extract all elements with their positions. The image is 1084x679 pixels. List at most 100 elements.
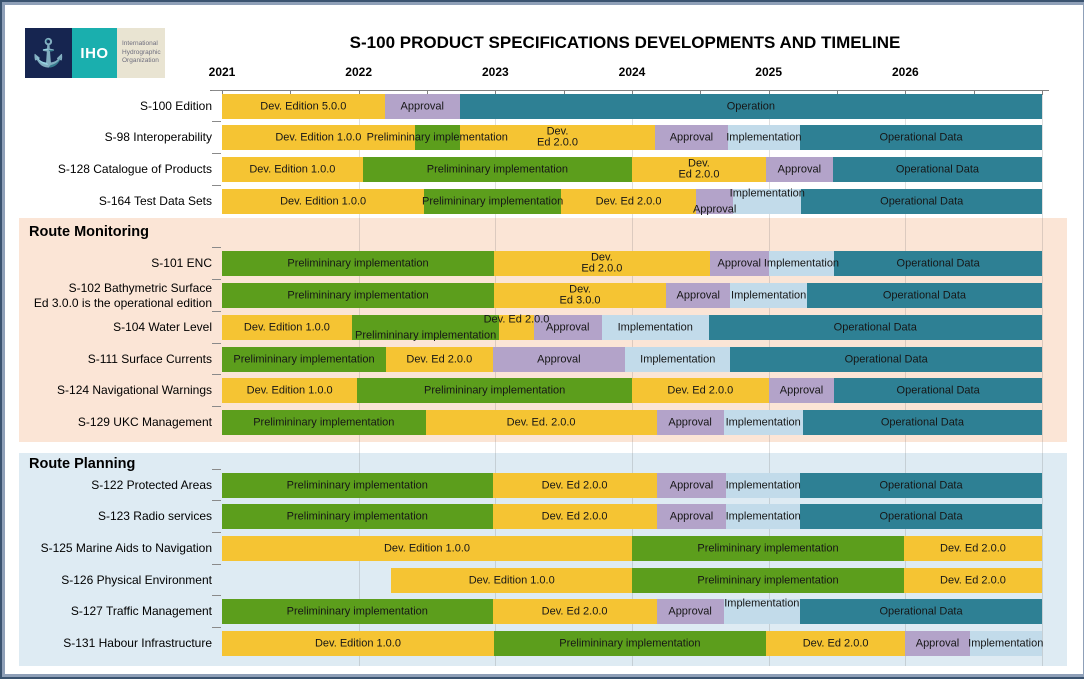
axis-tick (222, 90, 223, 95)
bar-segment-operational: Operational Data (801, 189, 1042, 214)
year-label: 2024 (618, 65, 646, 79)
bar-segment-operational: Operational Data (834, 378, 1042, 403)
bar-segment-preliminary: Prelimininary implementation (222, 410, 426, 435)
bar-segment-label: Operation (726, 99, 776, 112)
bar-segment-label: Prelimininary implementation (559, 636, 701, 649)
bar-segment-label: Operational Data (882, 288, 967, 301)
bar-segment-operational: Operational Data (832, 157, 1042, 182)
bar-segment-label: Prelimininary implementation (366, 130, 508, 143)
row-plot: Prelimininary implementation Dev. Ed 2.0.… (212, 500, 1042, 529)
bar-segment-label: Operational Data (879, 509, 963, 522)
bar-segment-development: Dev. Edition 1.0.0 (222, 536, 632, 561)
bar-segment-development: Dev. Ed 2.0.0 (493, 251, 710, 276)
row-plot: Dev. Edition 5.0.0 Approval Operation (212, 90, 1042, 119)
bar-segment-development: Dev. Ed. 2.0.0 (425, 410, 657, 435)
bar-segment-label: Implementation (729, 186, 805, 199)
bar-segment-label: Approval (669, 478, 714, 491)
bar-segment-label: Prelimininary implementation (286, 604, 428, 617)
bar-segment-label: Approval (668, 604, 712, 617)
bar-segment-label: Dev. Ed 2.0.0 (541, 604, 608, 617)
row-label: S-104 Water Level (19, 311, 212, 344)
row-label: S-101 ENC (19, 247, 212, 280)
bar-segment-label: Dev. Edition 1.0.0 (314, 636, 401, 649)
bar-segment-development: Dev. Ed 2.0.0 (632, 378, 769, 403)
bar-segment-label: Dev. Ed 2.0.0 (541, 509, 608, 522)
bar-segment-label: Dev. Ed 3.0.0 (559, 283, 601, 307)
bar-segment-approval: Approval (709, 251, 769, 276)
section-header: Route Planning (29, 456, 136, 472)
axis-tick (632, 90, 633, 95)
bar-segment-label: Dev. Ed 2.0.0 (483, 312, 550, 325)
bar-segment-label: Implementation (731, 288, 807, 301)
bar-segment-preliminary: Prelimininary implementation (222, 599, 493, 624)
bar-segment-label: Implementation (968, 636, 1044, 649)
bar-segment-development: Dev. Edition 1.0.0 (391, 568, 632, 593)
bar-segment-development: Dev. Ed 2.0.0 (484, 313, 549, 340)
bar-segment-label: Dev. Edition 1.0.0 (243, 320, 330, 333)
row-label-text: S-100 Edition (139, 99, 212, 113)
bar-segment-label: Implementation (725, 415, 801, 428)
bar-segment-preliminary: Prelimininary implementation (222, 251, 494, 276)
row-label: S-122 Protected Areas (19, 469, 212, 502)
bar-segment-development: Dev. Edition 5.0.0 (222, 94, 385, 119)
bar-segment-approval: Approval (384, 94, 460, 119)
bar-segment-label: Prelimininary implementation (286, 509, 428, 522)
row-label: S-98 Interoperability (19, 121, 212, 154)
bar-segment-approval: Approval (656, 410, 724, 435)
row-plot: Prelimininary implementation Dev. Ed 2.0.… (212, 343, 1042, 372)
bar-segment-development: Dev. Edition 1.0.0 (222, 189, 425, 214)
bar-segment-label: Approval (717, 256, 761, 269)
row-label-text: S-102 Bathymetric Surface (68, 280, 212, 295)
bar-segment-label: Approval (915, 636, 960, 649)
bar-segment-development: Dev. Ed 2.0.0 (903, 568, 1042, 593)
bar-segment-label: Dev. Ed 2.0.0 (581, 251, 623, 275)
row-label: S-131 Habour Infrastructure (19, 627, 212, 660)
bar-segment-development: Dev. Ed 2.0.0 (560, 189, 697, 214)
bar-segment-label: Dev. Ed 2.0.0 (940, 541, 1006, 554)
bar-segment-development: Dev. Ed 2.0.0 (459, 125, 656, 150)
bar-segment-approval: Approval (666, 283, 731, 308)
bar-segment-label: Approval (668, 415, 712, 428)
bar-segment-development: Dev. Edition 1.0.0 (222, 631, 494, 656)
bar-segment-operational: Operational Data (806, 283, 1042, 308)
axis-tick (495, 90, 497, 95)
row-plot: Dev. Edition 1.0.0 Prelimininary implemen… (212, 532, 1042, 561)
iho-crest-panel: ⚓ (25, 28, 72, 78)
bar-segment-operational: Operational Data (708, 315, 1042, 340)
bar-segment-label: Dev. Ed 2.0.0 (678, 157, 720, 181)
bar-segment-operational: Operational Data (802, 410, 1042, 435)
bar-segment-label: Approval (546, 320, 590, 333)
bar-segment-label: Prelimininary implementation (697, 573, 839, 586)
bar-segment-label: Implementation (640, 352, 716, 365)
bar-segment-implementation: Implementation (726, 473, 801, 498)
row-label-text: S-98 Interoperability (104, 130, 212, 144)
bar-segment-preliminary: Prelimininary implementation (367, 125, 508, 150)
row-label-text: S-131 Habour Infrastructure (63, 636, 212, 650)
row-label-text: S-127 Traffic Management (70, 604, 212, 618)
bar-segment-label: Prelimininary implementation (286, 478, 428, 491)
bar-segment-development: Dev. Ed 2.0.0 (632, 157, 766, 182)
bar-segment-development: Dev. Edition 1.0.0 (222, 378, 358, 403)
bar-segment-label: Dev. Edition 1.0.0 (275, 130, 362, 143)
year-label: 2026 (891, 65, 919, 79)
bar-segment-operational: Operational Data (800, 473, 1042, 498)
bar-segment-label: Operational Data (880, 415, 964, 428)
bar-segment-label: Operational Data (879, 478, 963, 491)
axis-tick (427, 90, 428, 95)
row-label-text: S-104 Water Level (113, 320, 212, 334)
year-label: 2022 (345, 65, 372, 79)
bar-segment-approval: Approval (765, 157, 833, 182)
bar-segment-label: Dev. Ed 2.0.0 (667, 383, 734, 396)
row-label: S-126 Physical Environment (19, 564, 212, 597)
bar-segment-preliminary: Prelimininary implementation (632, 536, 904, 561)
org-line: International (122, 40, 158, 48)
bar-segment-approval: Approval (905, 631, 970, 656)
bar-segment-label: Operational Data (879, 130, 963, 143)
bar-segment-label: Operational Data (896, 256, 980, 269)
year-label: 2021 (208, 65, 236, 79)
bar-segment-development: Dev. Ed 2.0.0 (386, 347, 493, 372)
bar-segment-label: Implementation (724, 596, 800, 609)
bar-segment-label: Prelimininary implementation (426, 162, 568, 175)
row-label: S-128 Catalogue of Products (19, 153, 212, 186)
axis-tick (905, 90, 907, 95)
